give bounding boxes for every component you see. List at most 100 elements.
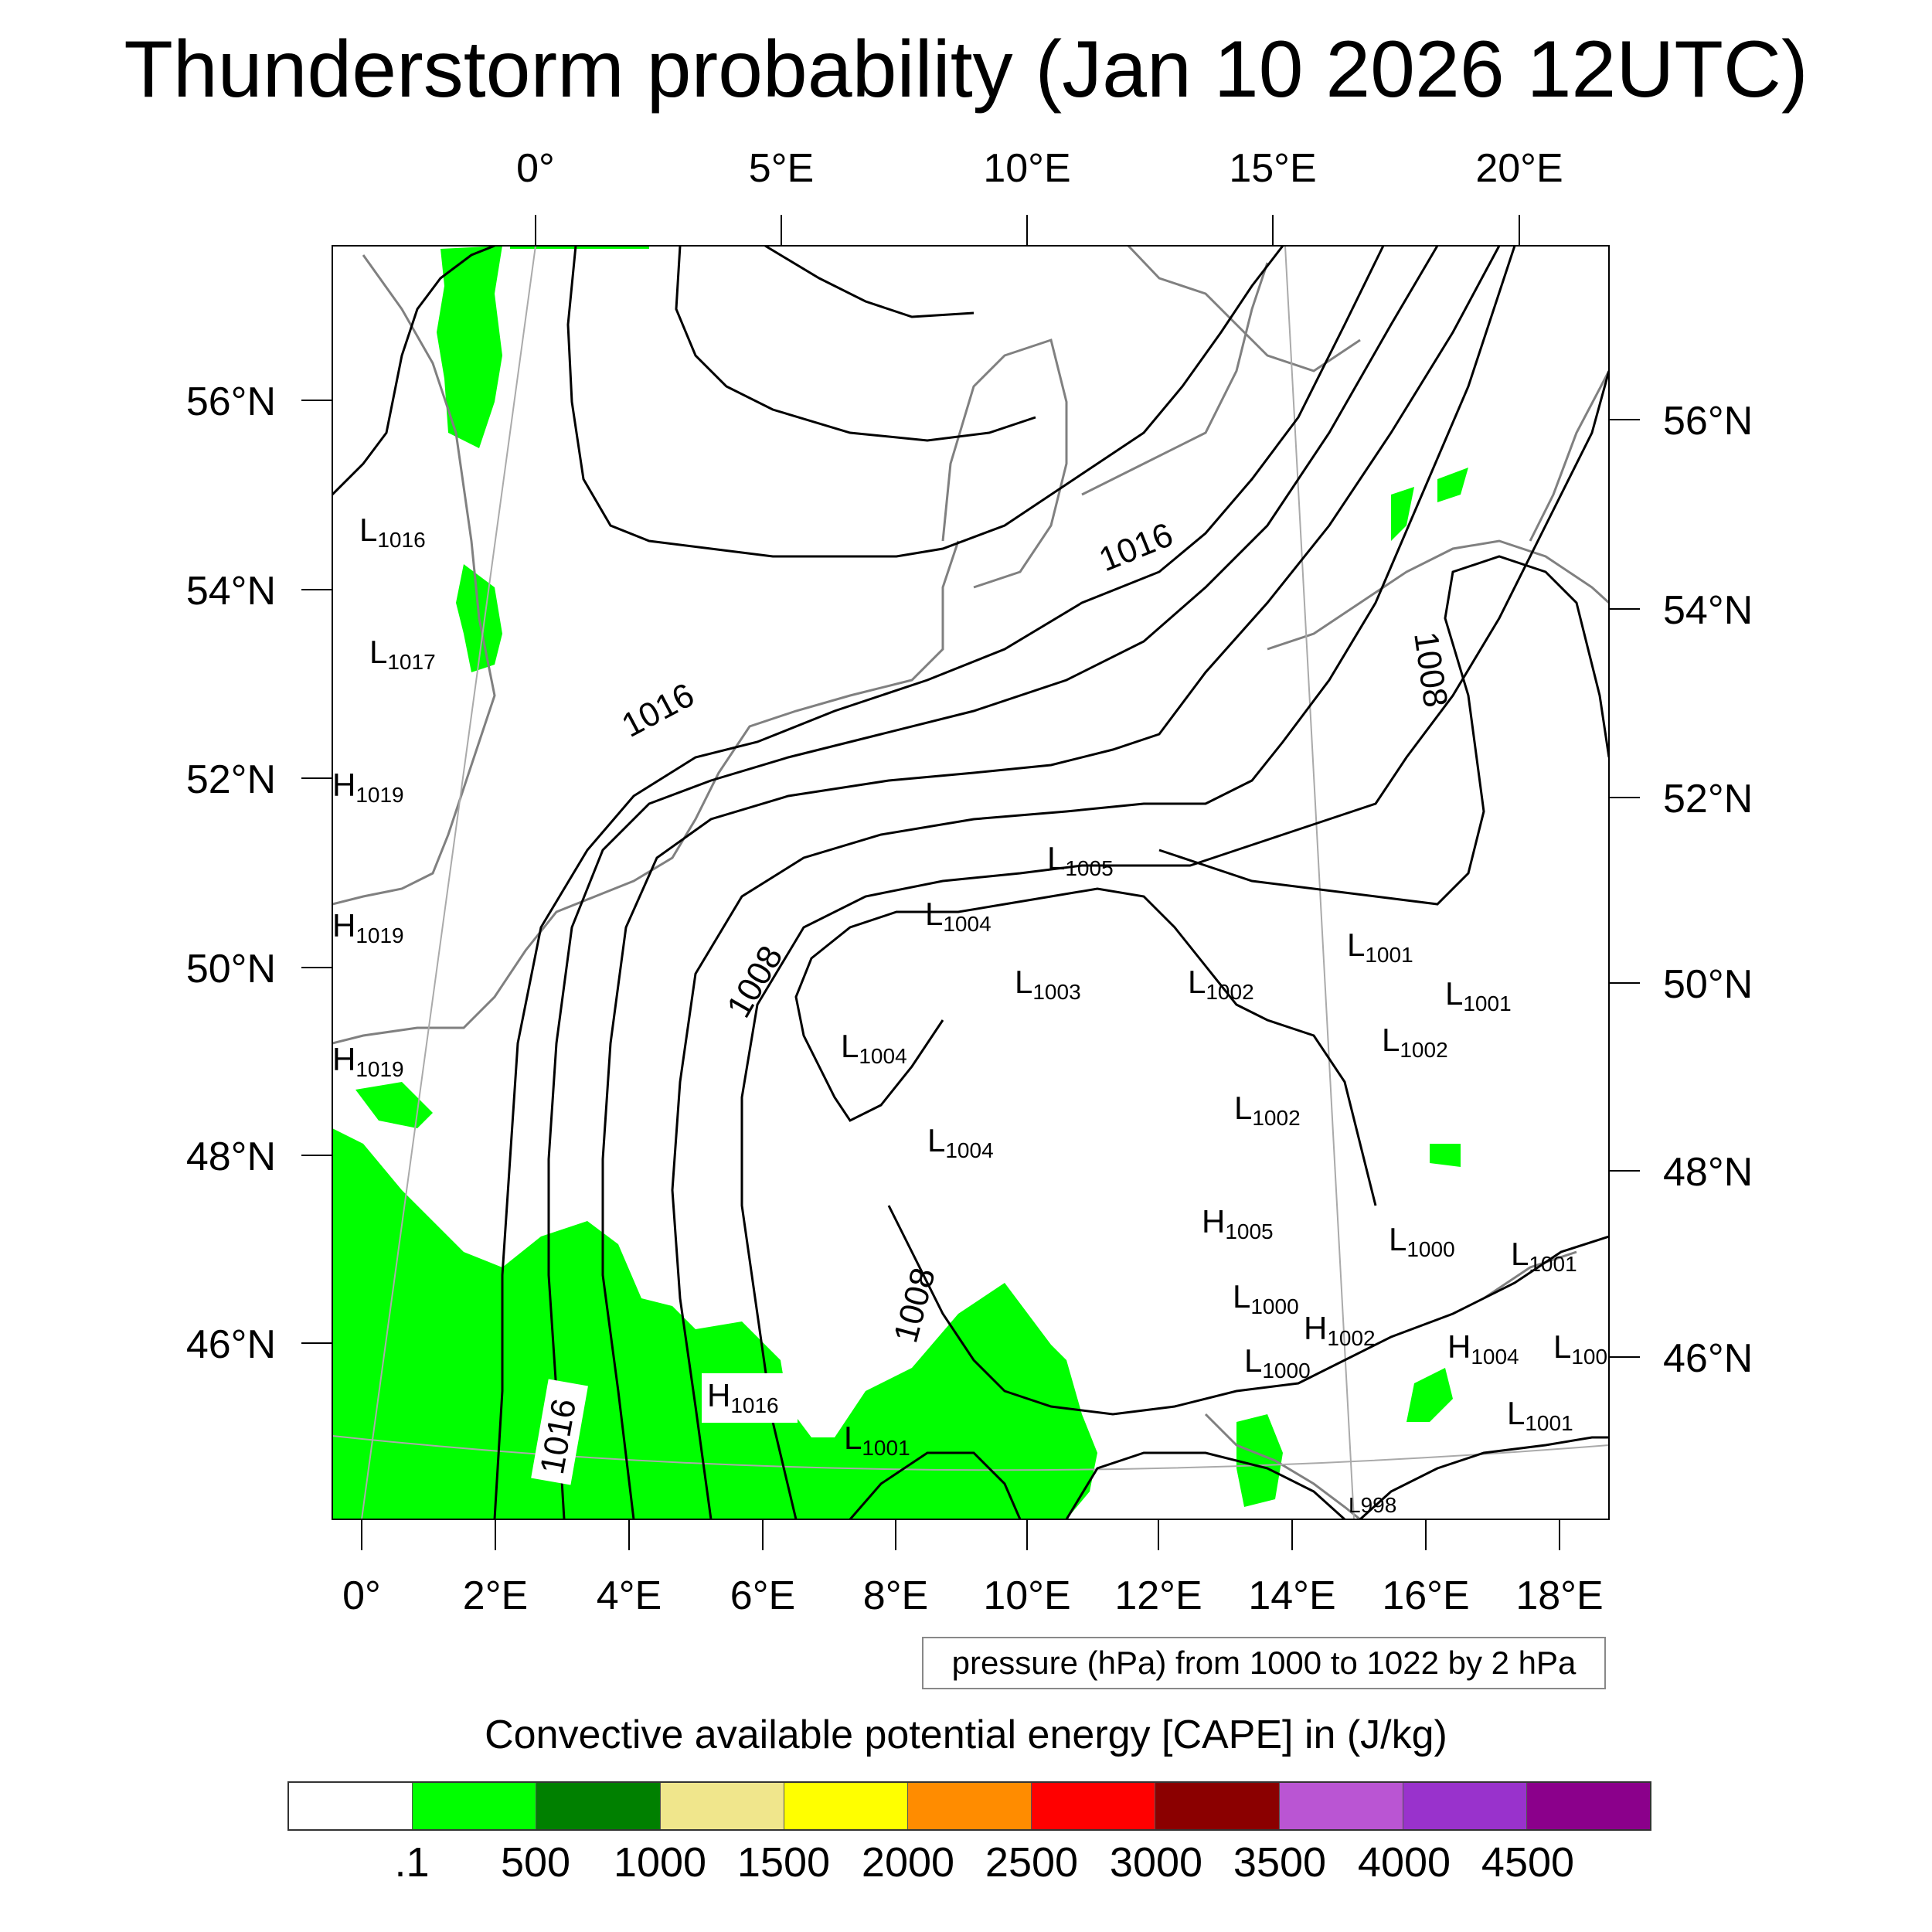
- lon-label-bottom: 0°: [342, 1573, 381, 1618]
- pressure-center: H1005: [1202, 1203, 1274, 1243]
- legend-swatch: [1526, 1783, 1651, 1829]
- legend-swatch: [907, 1783, 1032, 1829]
- contour-label: 1008: [886, 1264, 943, 1346]
- isobars: [332, 246, 1609, 1519]
- cape-area-france-west: [355, 1082, 433, 1128]
- pressure-centers: L1016 L1017 H1019 H1019 H1019 L1005 L100…: [332, 512, 1607, 1517]
- pressure-center: L100: [1553, 1328, 1607, 1369]
- legend-swatch: [1155, 1783, 1280, 1829]
- cape-area-balkan: [1406, 1368, 1453, 1422]
- lon-label-top: 10°E: [983, 146, 1070, 191]
- pressure-center: L1004: [841, 1028, 907, 1068]
- pressure-center: L1003: [1015, 964, 1081, 1004]
- legend-tick-label: 4000: [1357, 1839, 1451, 1886]
- pressure-center: L1002: [1234, 1090, 1301, 1130]
- lat-label-right: 50°N: [1663, 962, 1753, 1007]
- lat-label-left: 48°N: [186, 1134, 276, 1179]
- pressure-center: L1004: [927, 1122, 994, 1162]
- lon-label-bottom: 10°E: [983, 1573, 1070, 1618]
- lat-label-left: 46°N: [186, 1322, 276, 1367]
- coast-baltic: [1081, 262, 1609, 651]
- pressure-center: L1005: [1047, 840, 1114, 880]
- pressure-center: H1004: [1447, 1328, 1519, 1369]
- pressure-center: L1001: [1507, 1395, 1573, 1435]
- coast-gulf-of-finland: [1529, 370, 1609, 542]
- legend-tick-label: 500: [500, 1839, 571, 1886]
- lat-label-left: 56°N: [186, 379, 276, 424]
- map-frame: [332, 245, 1610, 1520]
- coast-continent: [332, 540, 960, 1045]
- graticule: [332, 246, 1609, 1519]
- left-latitude-labels: 56°N 54°N 52°N 50°N 48°N 46°N: [186, 379, 276, 1367]
- lon-label-top: 15°E: [1229, 146, 1316, 191]
- pressure-center: H1019: [332, 767, 404, 807]
- pressure-center: L1004: [925, 896, 992, 936]
- coastlines: [332, 246, 1609, 1519]
- legend-swatch: [1279, 1783, 1403, 1829]
- legend-swatch: [1032, 1783, 1156, 1829]
- cape-area-baltic-1: [1437, 468, 1468, 502]
- pressure-center: L998: [1349, 1493, 1396, 1517]
- lat-label-right: 48°N: [1663, 1150, 1753, 1195]
- lat-label-right: 54°N: [1663, 588, 1753, 633]
- coast-scandinavia: [1127, 246, 1361, 372]
- lat-label-left: 52°N: [186, 757, 276, 802]
- bottom-longitude-labels: 0° 2°E 4°E 6°E 8°E 10°E 12°E 14°E 16°E 1…: [342, 1573, 1604, 1618]
- pressure-center: H1016: [707, 1377, 779, 1417]
- coast-denmark: [941, 338, 1068, 589]
- cape-area-baltic-2: [1391, 487, 1414, 541]
- map-body: [332, 246, 1609, 1519]
- legend-tick-label: 3500: [1233, 1839, 1327, 1886]
- legend-swatch: [536, 1783, 661, 1829]
- lon-label-top: 0°: [516, 146, 555, 191]
- legend-swatch: [413, 1783, 537, 1829]
- contour-label: 1016: [616, 676, 700, 745]
- color-legend-bar: [287, 1781, 1651, 1831]
- lat-label-left: 54°N: [186, 569, 276, 614]
- lon-label-bottom: 4°E: [597, 1573, 662, 1618]
- legend-tick-label: 1500: [736, 1839, 831, 1886]
- coast-britain: [332, 254, 496, 906]
- legend-title: Convective available potential energy [C…: [485, 1713, 1447, 1757]
- legend-tick-label: .1: [394, 1839, 430, 1886]
- lon-label-bottom: 14°E: [1248, 1573, 1335, 1618]
- right-latitude-labels: 56°N 54°N 52°N 50°N 48°N 46°N: [1663, 399, 1753, 1381]
- tick-marks: [301, 215, 1640, 1550]
- pressure-center: L1001: [844, 1420, 910, 1460]
- lon-label-bottom: 6°E: [730, 1573, 795, 1618]
- lat-label-right: 52°N: [1663, 777, 1753, 821]
- contour-label: 1008: [1406, 630, 1454, 710]
- lon-label-bottom: 12°E: [1114, 1573, 1202, 1618]
- lon-label-top: 5°E: [749, 146, 814, 191]
- legend-tick-label: 4500: [1481, 1839, 1575, 1886]
- cape-area-hungary: [1430, 1144, 1461, 1167]
- cape-area-adriatic: [1236, 1414, 1283, 1507]
- pressure-center: H1002: [1304, 1310, 1376, 1350]
- legend-tick-label: 2500: [985, 1839, 1079, 1886]
- legend-swatch: [289, 1783, 413, 1829]
- lon-label-bottom: 18°E: [1515, 1573, 1603, 1618]
- pressure-contour-note: pressure (hPa) from 1000 to 1022 by 2 hP…: [922, 1637, 1606, 1689]
- pressure-center: L1002: [1382, 1022, 1448, 1062]
- legend-swatch: [660, 1783, 784, 1829]
- pressure-center: H1019: [332, 1041, 404, 1081]
- pressure-center: L1000: [1389, 1221, 1455, 1261]
- lon-label-bottom: 2°E: [463, 1573, 528, 1618]
- lat-label-right: 46°N: [1663, 1336, 1753, 1381]
- cape-area-southwest: [332, 1128, 1097, 1519]
- contour-label: 1008: [719, 940, 790, 1024]
- legend-tick-label: 3000: [1109, 1839, 1203, 1886]
- pressure-center: L1001: [1347, 927, 1413, 967]
- pressure-center: L1000: [1233, 1278, 1299, 1318]
- coast-adriatic: [1204, 1413, 1361, 1519]
- lon-label-bottom: 8°E: [863, 1573, 928, 1618]
- pressure-center: L1001: [1511, 1236, 1577, 1276]
- lat-label-right: 56°N: [1663, 399, 1753, 444]
- legend-tick-label: 1000: [613, 1839, 707, 1886]
- pressure-center: L1001: [1445, 975, 1512, 1015]
- legend-swatch: [1403, 1783, 1527, 1829]
- top-longitude-labels: 0° 5°E 10°E 15°E 20°E: [516, 146, 1563, 191]
- contour-label: 1016: [1094, 515, 1178, 579]
- legend-tick-label: 2000: [861, 1839, 955, 1886]
